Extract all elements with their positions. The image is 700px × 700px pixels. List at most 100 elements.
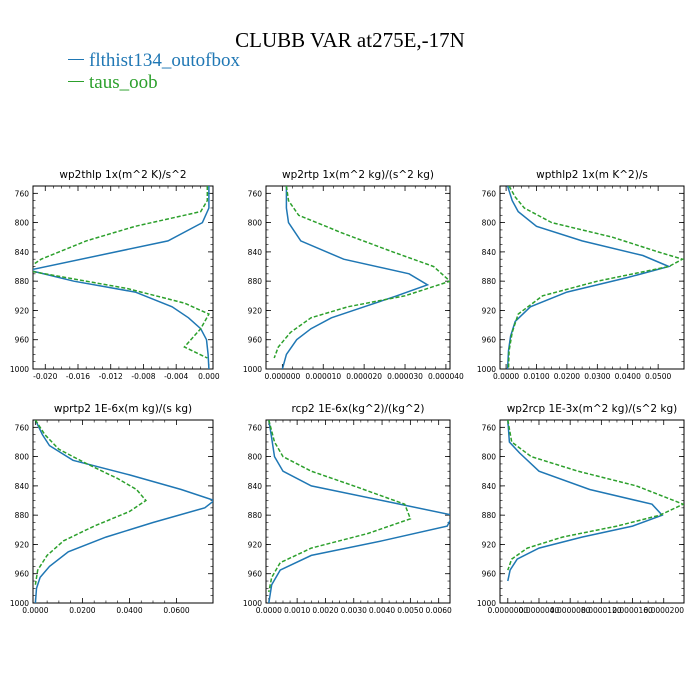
x-tick-label: 0.000 [198,372,220,381]
series-line-flthist [507,420,664,582]
legend-label-flthist: flthist134_outofbox [89,50,240,71]
y-tick-label: 960 [248,336,263,345]
y-tick-label: 800 [248,453,263,462]
y-tick-label: 840 [15,482,30,491]
plot-frame [32,419,214,604]
y-tick-label: 880 [15,277,30,286]
series-line-flthist [268,420,450,603]
y-tick-label: 1000 [10,365,29,374]
x-tick-label: 0.0500 [645,372,671,381]
x-tick-label: 0.0000000 [488,606,529,615]
y-tick-label: 960 [15,570,30,579]
x-tick-label: 0.0030 [341,606,367,615]
y-tick-label: 880 [248,277,263,286]
legend-swatch-flthist [68,59,84,61]
chart-title: CLUBB VAR at275E,-17N [235,28,465,52]
x-tick-label: 0.0000120 [581,606,622,615]
y-tick-label: 880 [482,511,497,520]
x-tick-label: 0.0020 [312,606,338,615]
subplot-5: rcp2 1E-6x(kg^2)/(kg^2) 760 800 840 880 920 96… [243,403,452,615]
y-tick-label: 960 [482,570,497,579]
legend-item-flthist: flthist134_outofbox [68,50,240,72]
x-tick-label: 0.0050 [397,606,423,615]
x-tick-label: -0.008 [131,372,155,381]
x-tick-label: 0.0060 [426,606,452,615]
x-tick-label: -0.012 [99,372,123,381]
y-tick-label: 880 [15,511,30,520]
x-tick-label: 0.0300 [584,372,610,381]
plot-frame [499,419,685,604]
series-line-taus [34,420,148,585]
subplot-title: wpthlp2 1x(m K^2)/s [536,169,648,181]
series-line-taus [33,186,210,359]
y-tick-label: 800 [482,219,497,228]
y-tick-label: 840 [15,248,30,257]
y-tick-label: 960 [15,336,30,345]
series-line-flthist [34,420,213,603]
x-tick-label: 0.000020 [346,372,382,381]
y-tick-label: 800 [482,453,497,462]
y-tick-label: 920 [248,306,263,315]
y-tick-label: 880 [482,277,497,286]
y-tick-label: 800 [248,219,263,228]
y-tick-label: 880 [248,511,263,520]
x-tick-label: -0.016 [66,372,90,381]
x-tick-label: 0.0000080 [550,606,591,615]
y-tick-label: 1000 [477,365,496,374]
series-line-flthist [281,186,430,369]
y-tick-label: 920 [15,540,30,549]
y-tick-label: 760 [482,423,497,432]
x-tick-label: 0.0600 [163,606,189,615]
x-tick-label: 0.0000040 [519,606,560,615]
y-tick-label: 840 [248,248,263,257]
series-line-taus [507,186,684,369]
plot-frame [499,185,685,370]
legend-label-taus: taus_oob [89,72,158,93]
x-tick-label: 0.000030 [387,372,423,381]
y-tick-label: 840 [482,248,497,257]
x-tick-label: 0.0010 [284,606,310,615]
y-tick-label: 1000 [477,599,496,608]
y-tick-label: 1000 [10,599,29,608]
y-tick-label: 800 [15,453,30,462]
x-tick-label: 0.0040 [369,606,395,615]
x-tick-label: 0.0100 [523,372,549,381]
plot-frame [32,185,214,370]
subplot-1: wp2thlp 1x(m^2 K)/s^2 760 800 840 880 920 960 1… [10,169,220,381]
y-tick-label: 760 [482,189,497,198]
subplot-title: wp2rtp 1x(m^2 kg)/(s^2 kg) [282,169,434,181]
legend-item-taus: taus_oob [68,72,158,94]
subplot-title: wp2rcp 1E-3x(m^2 kg)/(s^2 kg) [507,403,678,415]
x-tick-label: 0.000010 [305,372,341,381]
x-tick-label: 0.0000 [22,606,48,615]
subplot-title: wp2thlp 1x(m^2 K)/s^2 [59,169,186,181]
y-tick-label: 760 [15,423,30,432]
series-line-taus [273,186,450,359]
subplot-4: wprtp2 1E-6x(m kg)/(s kg) 760 800 840 880 920… [10,403,214,615]
y-tick-label: 760 [248,423,263,432]
x-tick-label: 0.0000200 [643,606,684,615]
y-tick-label: 840 [482,482,497,491]
y-tick-label: 920 [15,306,30,315]
subplot-title: wprtp2 1E-6x(m kg)/(s kg) [54,403,192,415]
y-tick-label: 840 [248,482,263,491]
subplot-3: wpthlp2 1x(m K^2)/s 760 800 840 880 920 960 100… [477,169,685,381]
y-tick-label: 920 [482,540,497,549]
x-tick-label: -0.004 [164,372,188,381]
x-tick-label: 0.0000 [256,606,282,615]
x-tick-label: 0.0200 [554,372,580,381]
plot-frame [265,185,451,370]
series-line-flthist [33,186,210,369]
subplot-title: rcp2 1E-6x(kg^2)/(kg^2) [292,403,425,415]
legend-swatch-taus [68,81,84,83]
series-line-taus [507,420,684,571]
y-tick-label: 800 [15,219,30,228]
series-line-flthist [506,186,672,369]
x-tick-label: -0.020 [33,372,57,381]
y-tick-label: 760 [248,189,263,198]
subplot-2: wp2rtp 1x(m^2 kg)/(s^2 kg) 760 800 840 880 92… [243,169,464,381]
subplot-6: wp2rcp 1E-3x(m^2 kg)/(s^2 kg) 760 800 840 88… [477,403,685,615]
y-tick-label: 760 [15,189,30,198]
x-tick-label: 0.0000 [493,372,519,381]
